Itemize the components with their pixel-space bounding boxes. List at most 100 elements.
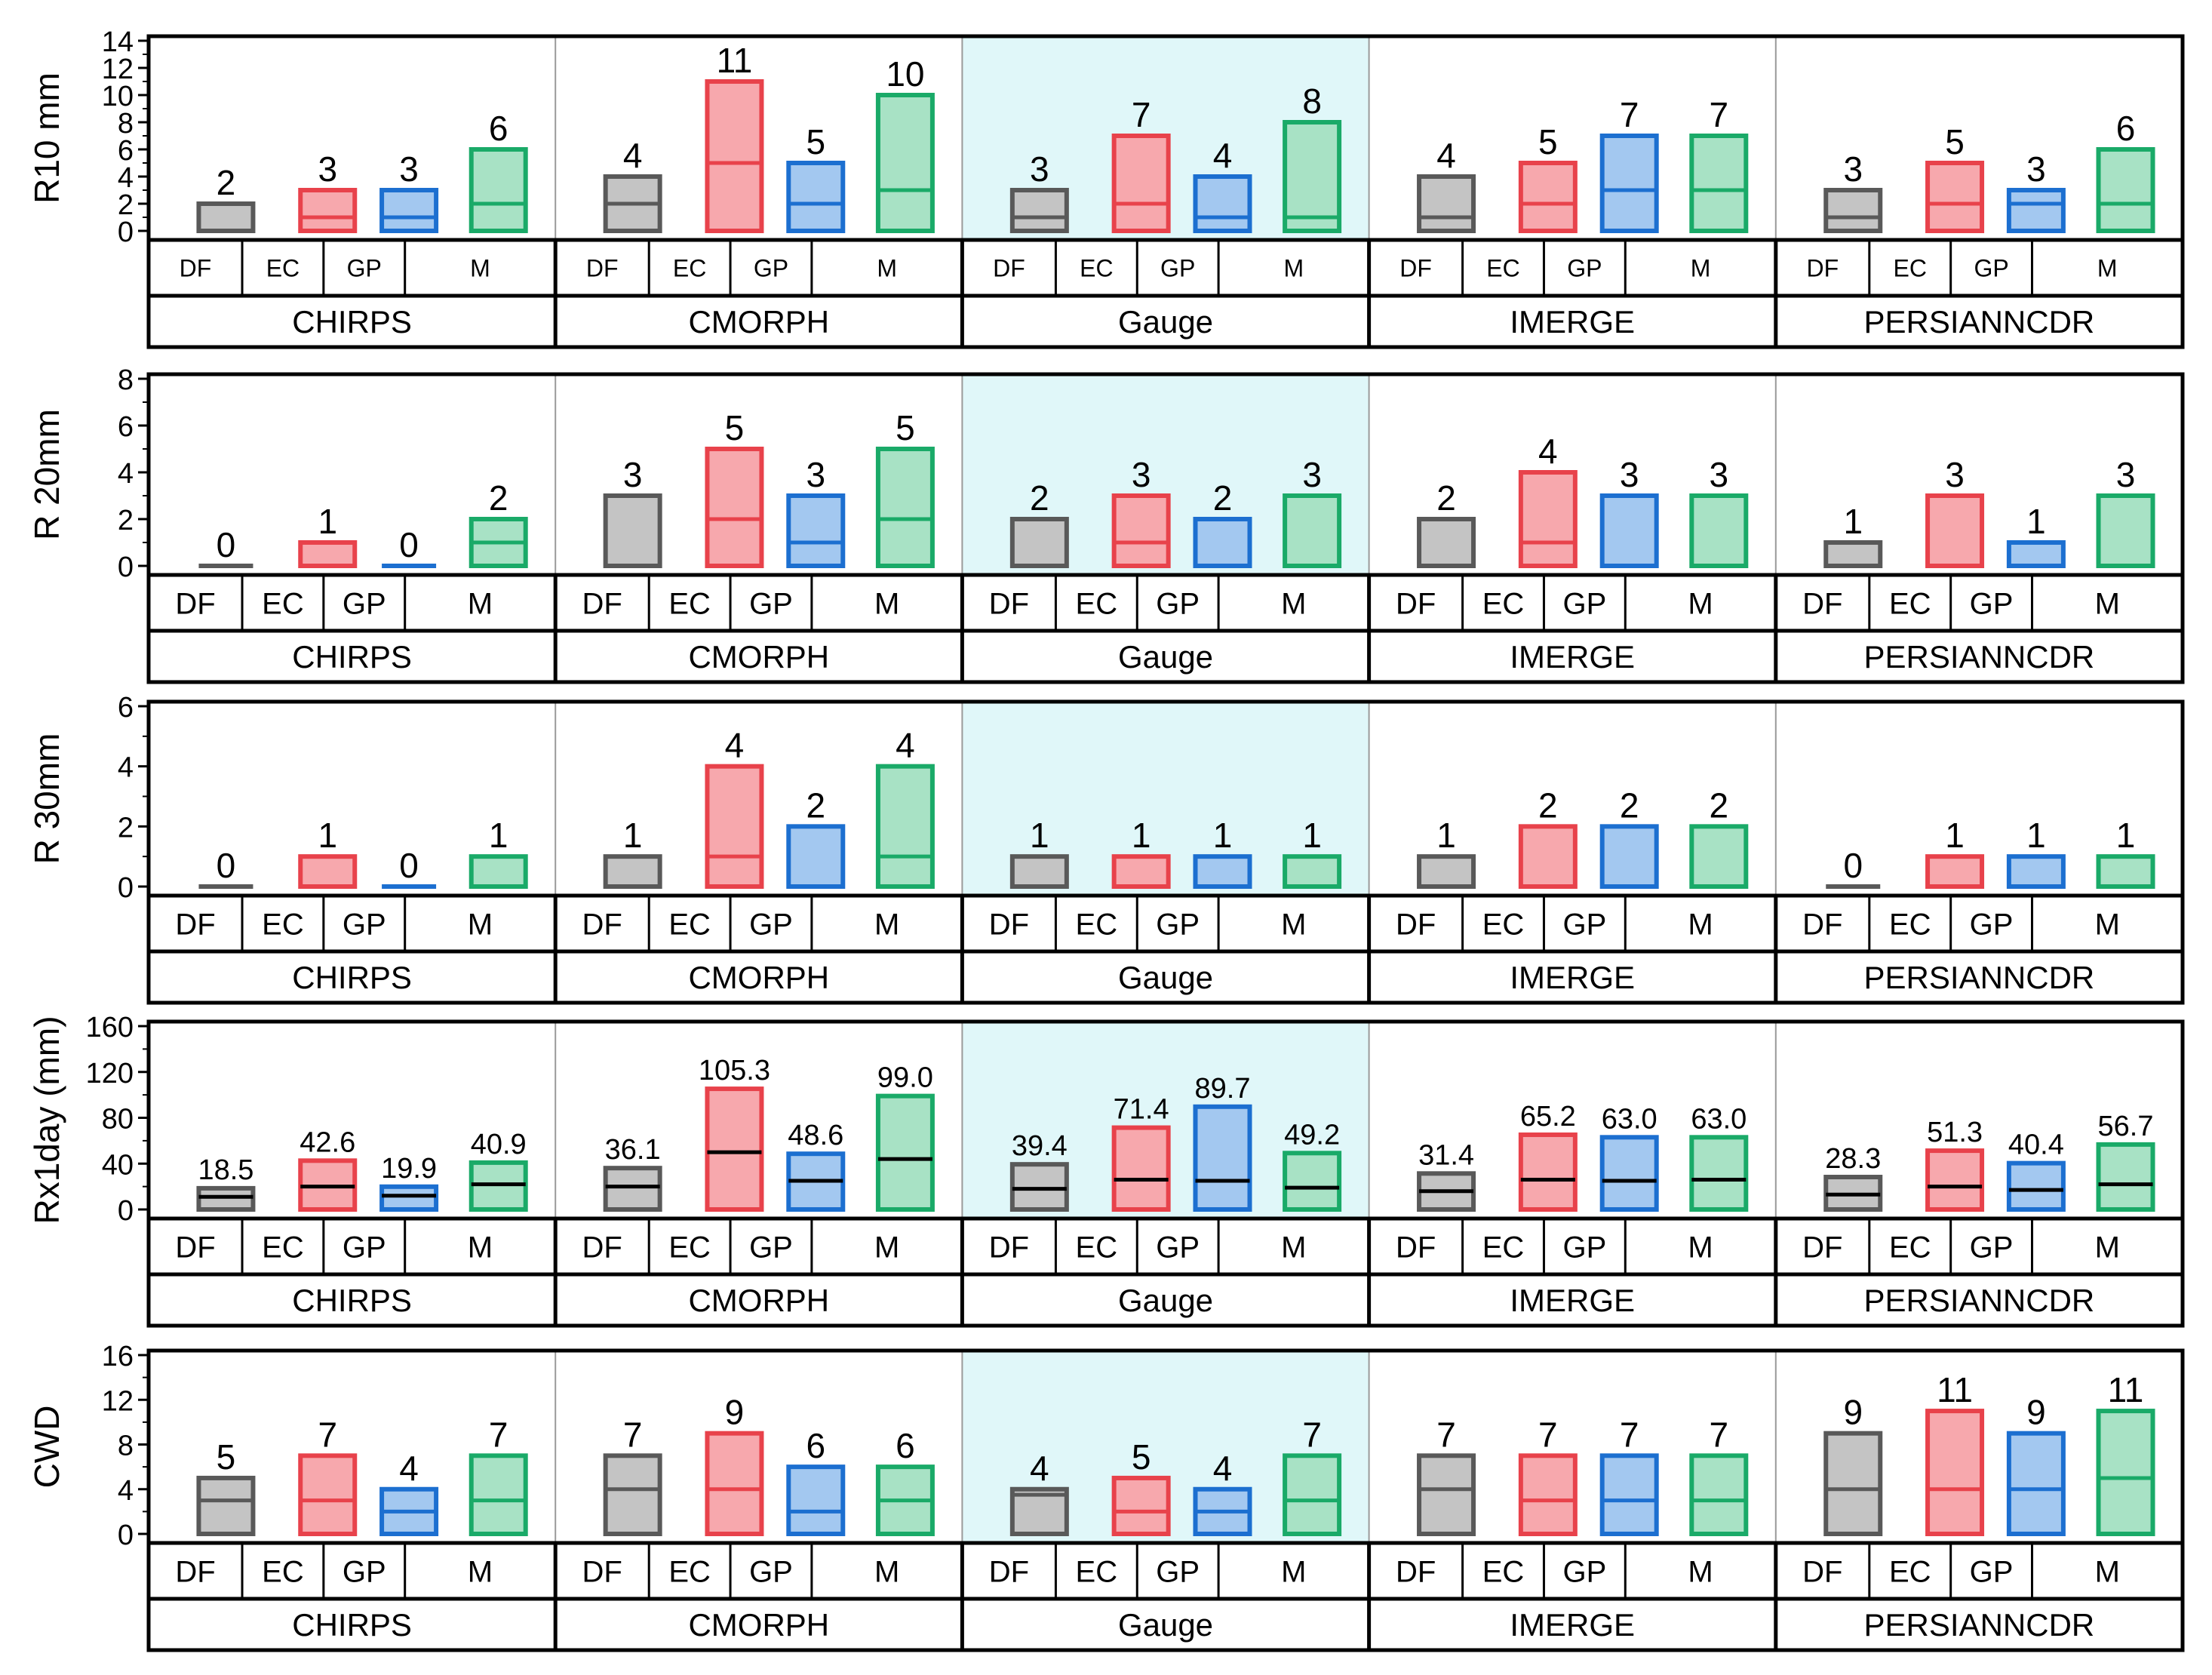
bar-DF	[603, 1166, 662, 1212]
data-label: 31.4	[1418, 1139, 1474, 1171]
bar-GP	[1599, 1135, 1659, 1212]
category-label-EC: EC	[1076, 1555, 1118, 1588]
bar-EC	[298, 854, 358, 889]
bar-GP	[786, 493, 846, 568]
data-label: 6	[896, 1426, 915, 1465]
data-label: 0	[1843, 846, 1863, 885]
category-label-DF: DF	[582, 908, 622, 941]
y-tick-label: 10	[102, 81, 134, 112]
bar-GP	[1193, 1104, 1252, 1212]
data-label: 11	[717, 41, 753, 80]
y-tick-label: 6	[118, 411, 134, 443]
category-label-DF: DF	[989, 908, 1029, 941]
bar-GP	[2006, 540, 2066, 568]
category-label-M: M	[2095, 1555, 2120, 1588]
bar-DF	[1417, 174, 1476, 233]
category-label-GP: GP	[343, 1555, 386, 1588]
panel-5: 0 4 8 12 16 CWD 5 7 4 7 7 9 6 6 4 5 4 7 7 7 7 7 9 11 9 11 DF EC GP M C…	[27, 1341, 2185, 1652]
product-label: Gauge	[1118, 1283, 1213, 1318]
category-label-DF: DF	[1399, 255, 1432, 282]
bar-M	[1689, 1135, 1749, 1212]
category-label-DF: DF	[1396, 1231, 1436, 1264]
panel-2: 0 2 4 6 8 R 20mm 0 1 0 2 3 5 3 5 2 3 2 3 2 4 3 3 1 3 1 3 DF EC GP M CH…	[27, 364, 2185, 684]
category-label-GP: GP	[1160, 255, 1195, 282]
y-tick-label: 0	[118, 552, 134, 583]
product-label: CMORPH	[688, 1607, 829, 1643]
category-label-DF: DF	[582, 587, 622, 620]
bar-EC	[1925, 1409, 1985, 1536]
y-axis-label: R 30mm	[27, 733, 66, 865]
category-label-EC: EC	[668, 1231, 711, 1264]
data-label: 36.1	[605, 1134, 661, 1166]
bar-EC	[298, 1453, 358, 1536]
bar-GP	[1599, 824, 1659, 890]
data-label: 1	[318, 816, 337, 855]
bar-EC	[1111, 854, 1171, 889]
data-label: 5	[725, 408, 745, 447]
y-tick-label: 8	[118, 364, 134, 396]
category-label-EC: EC	[668, 908, 711, 941]
data-label: 7	[1710, 95, 1729, 134]
data-label: 48.6	[788, 1120, 843, 1151]
data-label: 1	[1945, 816, 1965, 855]
data-label: 8	[1302, 81, 1322, 121]
bar-M	[1283, 1151, 1342, 1212]
data-label: 4	[725, 726, 745, 765]
y-tick-label: 6	[118, 692, 134, 724]
data-label: 3	[1302, 455, 1322, 494]
bar-M	[875, 1093, 935, 1212]
category-label-EC: EC	[1889, 908, 1931, 941]
bar-EC	[298, 540, 358, 568]
bar-GP	[786, 161, 846, 233]
bar-GP	[2006, 1431, 2066, 1536]
category-label-GP: GP	[754, 255, 788, 282]
category-label-GP: GP	[1562, 1231, 1606, 1264]
bar-EC	[705, 1431, 764, 1536]
data-label: 7	[1710, 1415, 1729, 1454]
data-label: 2	[806, 785, 825, 825]
category-label-M: M	[1688, 1555, 1713, 1588]
category-label-GP: GP	[1970, 1555, 2014, 1588]
y-tick-label: 0	[118, 1520, 134, 1551]
category-label-DF: DF	[582, 1555, 622, 1588]
category-label-DF: DF	[1396, 1555, 1436, 1588]
data-label: 0	[217, 525, 236, 564]
data-label: 7	[1620, 95, 1639, 134]
bar-EC	[705, 1086, 764, 1212]
data-label: 0	[217, 846, 236, 885]
data-label: 0	[399, 525, 419, 564]
bar-M	[469, 147, 528, 233]
product-label: CMORPH	[688, 304, 829, 340]
bar-EC	[1925, 1148, 1985, 1212]
data-label: 2	[1213, 478, 1233, 518]
product-label: CMORPH	[688, 1283, 829, 1318]
data-label: 7	[1302, 1415, 1322, 1454]
data-label: 1	[1843, 502, 1863, 541]
y-tick-label: 0	[118, 1195, 134, 1227]
category-label-DF: DF	[175, 908, 215, 941]
panel-4: 0 40 80 120 160 Rx1day (mm) 18.5 42.6 19.9 40.9 36…	[27, 1012, 2185, 1328]
category-label-M: M	[470, 255, 490, 282]
product-label: PERSIANNCDR	[1864, 1283, 2095, 1318]
category-label-EC: EC	[1482, 587, 1525, 620]
bar-GP	[1599, 134, 1659, 233]
data-label: 3	[1132, 455, 1151, 494]
bar-EC	[1518, 1453, 1578, 1536]
data-label: 7	[1436, 1415, 1456, 1454]
bar-EC	[1925, 493, 1985, 568]
data-label: 63.0	[1602, 1103, 1657, 1135]
category-label-M: M	[874, 908, 899, 941]
category-label-EC: EC	[262, 908, 304, 941]
product-label: IMERGE	[1510, 1283, 1635, 1318]
category-label-GP: GP	[749, 1555, 793, 1588]
bar-GP	[2006, 188, 2066, 233]
category-label-DF: DF	[1802, 1555, 1842, 1588]
category-label-DF: DF	[1396, 908, 1436, 941]
category-label-GP: GP	[1970, 1231, 2014, 1264]
bar-M	[1283, 854, 1342, 889]
data-label: 3	[806, 455, 825, 494]
bar-EC	[1518, 1132, 1578, 1212]
category-label-EC: EC	[1894, 255, 1927, 282]
